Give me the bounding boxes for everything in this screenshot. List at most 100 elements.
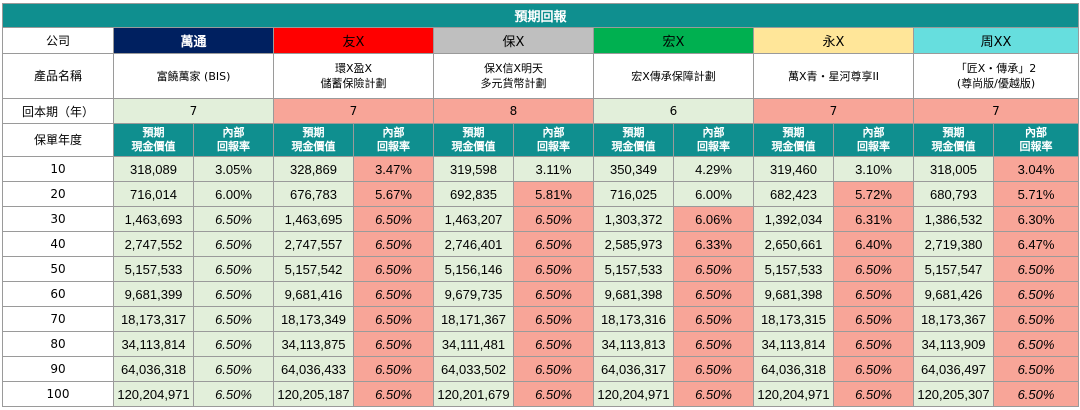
irr-header: 內部 回報率 <box>193 123 274 157</box>
cash-value-cell: 676,783 <box>273 181 354 207</box>
irr-cell: 5.72% <box>833 181 914 207</box>
cash-value-cell: 120,204,971 <box>753 381 834 407</box>
payback-period: 7 <box>913 98 1079 124</box>
cash-value-cell: 318,089 <box>113 156 194 182</box>
product-name: 「匠X・傳承」2 (尊尚版/優越版) <box>913 53 1079 99</box>
irr-cell: 6.50% <box>673 356 754 382</box>
irr-cell: 6.50% <box>993 356 1079 382</box>
irr-cell: 6.50% <box>993 331 1079 357</box>
table-row: 20 716,014 6.00% 676,783 5.67% 692,835 5.81% 71… <box>2 181 1079 207</box>
table-row: 80 34,113,814 6.50% 34,113,875 6.50% 34,111,4… <box>2 331 1079 357</box>
company-name: 宏X <box>593 27 754 54</box>
company-name: 永X <box>753 27 914 54</box>
irr-cell: 6.50% <box>513 256 594 282</box>
cash-value-cell: 34,111,481 <box>433 331 514 357</box>
cash-value-cell: 5,156,146 <box>433 256 514 282</box>
irr-cell: 5.81% <box>513 181 594 207</box>
irr-cell: 3.11% <box>513 156 594 182</box>
product-name: 宏X傳承保障計劃 <box>593 53 754 99</box>
table-row: 60 9,681,399 6.50% 9,681,416 6.50% 9,679,735 6… <box>2 281 1079 307</box>
irr-cell: 6.50% <box>513 381 594 407</box>
cash-value-cell: 1,303,372 <box>593 206 674 232</box>
company-name: 萬通 <box>113 27 274 54</box>
cash-value-cell: 682,423 <box>753 181 834 207</box>
irr-cell: 6.50% <box>833 281 914 307</box>
irr-cell: 6.50% <box>353 206 434 232</box>
irr-cell: 3.04% <box>993 156 1079 182</box>
irr-cell: 6.47% <box>993 231 1079 257</box>
irr-cell: 6.50% <box>513 356 594 382</box>
cash-value-cell: 18,173,315 <box>753 306 834 332</box>
company-name: 周XX <box>913 27 1079 54</box>
cash-value-cell: 18,173,349 <box>273 306 354 332</box>
cash-value-cell: 5,157,533 <box>593 256 674 282</box>
cash-value-cell: 716,014 <box>113 181 194 207</box>
irr-cell: 6.00% <box>193 181 274 207</box>
irr-cell: 6.50% <box>353 356 434 382</box>
cash-value-cell: 9,681,398 <box>753 281 834 307</box>
table-row: 100 120,204,971 6.50% 120,205,187 6.50% 120,2… <box>2 381 1079 407</box>
policy-year-cell: 30 <box>2 206 114 232</box>
policy-year-cell: 100 <box>2 381 114 407</box>
irr-cell: 6.50% <box>193 206 274 232</box>
cash-value-cell: 1,386,532 <box>913 206 994 232</box>
cash-value-header: 預期 現金價值 <box>433 123 514 157</box>
company-name: 保X <box>433 27 594 54</box>
irr-cell: 6.50% <box>513 281 594 307</box>
cash-value-cell: 34,113,875 <box>273 331 354 357</box>
cash-value-cell: 64,036,497 <box>913 356 994 382</box>
cash-value-cell: 9,679,735 <box>433 281 514 307</box>
product-name: 富饒萬家 (BIS) <box>113 53 274 99</box>
cash-value-cell: 9,681,399 <box>113 281 194 307</box>
cash-value-cell: 5,157,533 <box>753 256 834 282</box>
policy-year-cell: 10 <box>2 156 114 182</box>
irr-cell: 6.50% <box>193 356 274 382</box>
irr-cell: 6.50% <box>353 281 434 307</box>
irr-cell: 6.50% <box>673 306 754 332</box>
cash-value-cell: 5,157,533 <box>113 256 194 282</box>
irr-cell: 6.50% <box>993 306 1079 332</box>
irr-cell: 6.50% <box>993 381 1079 407</box>
policy-year-label: 保單年度 <box>2 123 114 157</box>
product-label: 產品名稱 <box>2 53 114 99</box>
cash-value-cell: 64,036,433 <box>273 356 354 382</box>
irr-cell: 6.50% <box>833 356 914 382</box>
irr-cell: 6.50% <box>193 281 274 307</box>
company-name: 友X <box>273 27 434 54</box>
cash-value-header: 預期 現金價值 <box>913 123 994 157</box>
irr-cell: 6.50% <box>193 331 274 357</box>
cash-value-cell: 2,719,380 <box>913 231 994 257</box>
product-name: 保X信X明天 多元貨幣計劃 <box>433 53 594 99</box>
policy-year-cell: 90 <box>2 356 114 382</box>
payback-period: 6 <box>593 98 754 124</box>
irr-cell: 6.50% <box>193 381 274 407</box>
cash-value-cell: 34,113,909 <box>913 331 994 357</box>
cash-value-cell: 9,681,398 <box>593 281 674 307</box>
table-row: 10 318,089 3.05% 328,869 3.47% 319,598 3.11% 35… <box>2 156 1079 182</box>
cash-value-cell: 18,171,367 <box>433 306 514 332</box>
irr-cell: 5.67% <box>353 181 434 207</box>
cash-value-cell: 2,747,552 <box>113 231 194 257</box>
cash-value-header: 預期 現金價值 <box>273 123 354 157</box>
irr-header: 內部 回報率 <box>353 123 434 157</box>
irr-cell: 3.05% <box>193 156 274 182</box>
irr-cell: 6.40% <box>833 231 914 257</box>
cash-value-cell: 9,681,416 <box>273 281 354 307</box>
irr-header: 內部 回報率 <box>673 123 754 157</box>
cash-value-cell: 2,747,557 <box>273 231 354 257</box>
cash-value-cell: 9,681,426 <box>913 281 994 307</box>
cash-value-header: 預期 現金價值 <box>753 123 834 157</box>
irr-cell: 6.00% <box>673 181 754 207</box>
cash-value-cell: 5,157,542 <box>273 256 354 282</box>
policy-year-cell: 60 <box>2 281 114 307</box>
cash-value-cell: 319,598 <box>433 156 514 182</box>
irr-cell: 6.31% <box>833 206 914 232</box>
irr-cell: 6.50% <box>193 306 274 332</box>
cash-value-cell: 120,205,307 <box>913 381 994 407</box>
irr-cell: 6.50% <box>193 231 274 257</box>
cash-value-cell: 328,869 <box>273 156 354 182</box>
irr-cell: 6.06% <box>673 206 754 232</box>
payback-label: 回本期（年） <box>2 98 114 124</box>
irr-cell: 4.29% <box>673 156 754 182</box>
irr-cell: 6.50% <box>513 231 594 257</box>
